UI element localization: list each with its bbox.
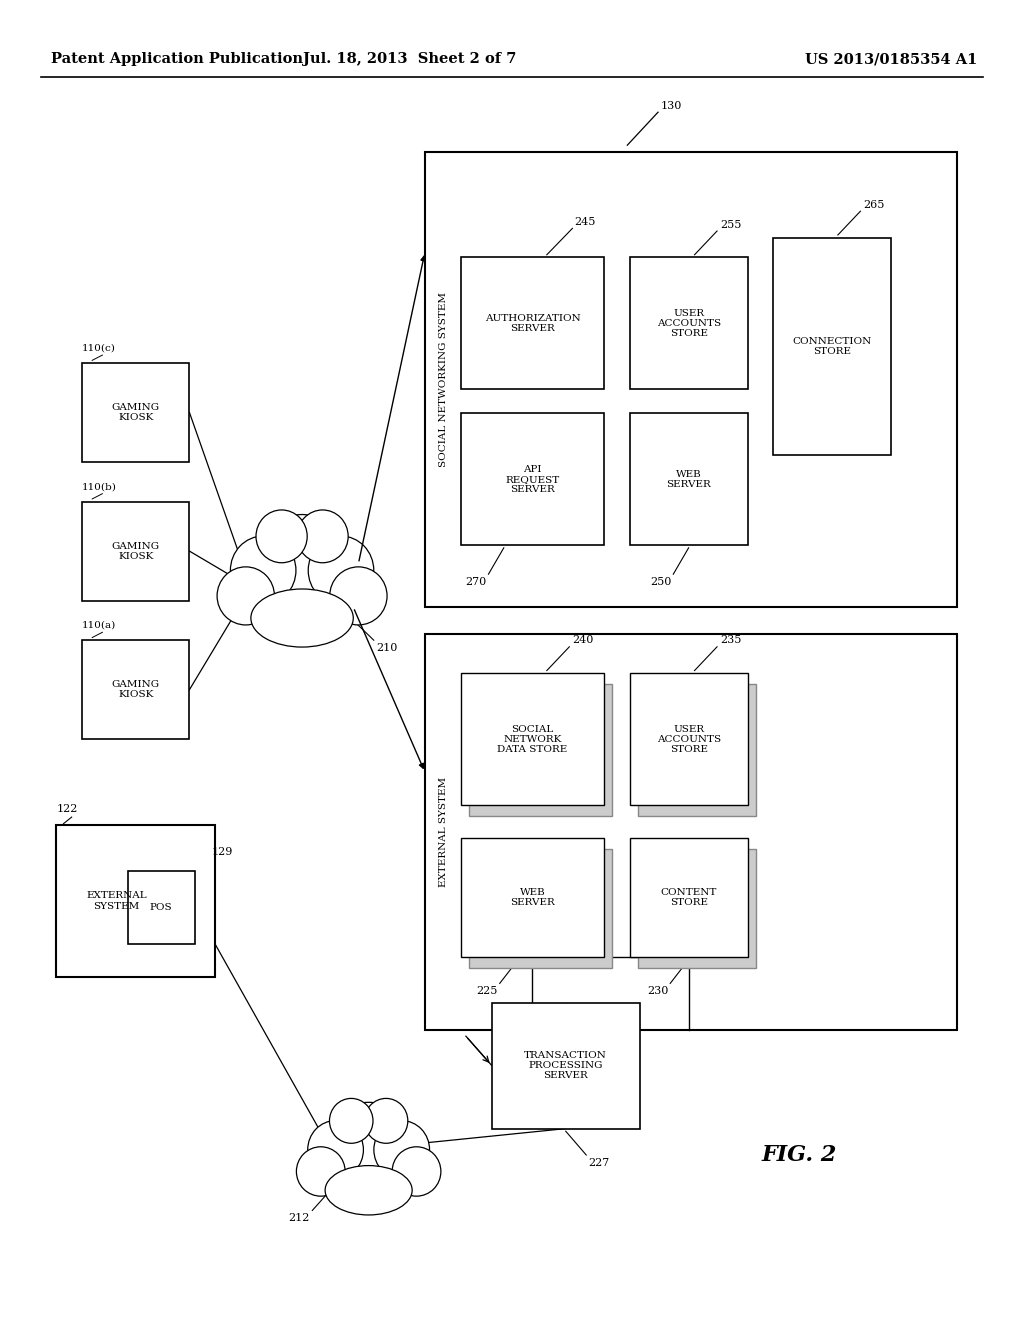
Bar bbox=[469, 684, 612, 816]
Bar bbox=[128, 871, 195, 944]
Ellipse shape bbox=[392, 1147, 441, 1196]
Ellipse shape bbox=[326, 1166, 412, 1214]
Bar bbox=[461, 413, 604, 545]
Text: 120: 120 bbox=[495, 1067, 516, 1077]
Text: 210: 210 bbox=[376, 643, 397, 653]
Bar bbox=[461, 838, 604, 957]
Bar bbox=[638, 684, 756, 816]
Text: 129: 129 bbox=[212, 846, 233, 857]
Ellipse shape bbox=[297, 510, 348, 562]
Ellipse shape bbox=[365, 1098, 408, 1143]
Bar bbox=[773, 238, 891, 455]
Text: US 2013/0185354 A1: US 2013/0185354 A1 bbox=[805, 53, 977, 66]
Ellipse shape bbox=[307, 1121, 364, 1179]
Bar bbox=[56, 825, 215, 977]
Text: API
REQUEST
SERVER: API REQUEST SERVER bbox=[506, 465, 559, 494]
Text: 212: 212 bbox=[288, 1213, 309, 1224]
Text: USER
ACCOUNTS
STORE: USER ACCOUNTS STORE bbox=[656, 725, 721, 754]
Bar bbox=[425, 152, 957, 607]
Ellipse shape bbox=[230, 536, 296, 605]
Text: TRANSACTION
PROCESSING
SERVER: TRANSACTION PROCESSING SERVER bbox=[524, 1051, 607, 1081]
Text: CONNECTION
STORE: CONNECTION STORE bbox=[793, 337, 871, 356]
Bar bbox=[492, 1003, 640, 1129]
Text: GAMING
KIOSK: GAMING KIOSK bbox=[112, 541, 160, 561]
Text: GAMING
KIOSK: GAMING KIOSK bbox=[112, 403, 160, 422]
Text: 240: 240 bbox=[572, 635, 594, 645]
Text: 255: 255 bbox=[720, 219, 741, 230]
Text: CONTENT
STORE: CONTENT STORE bbox=[660, 888, 717, 907]
Text: USER
ACCOUNTS
STORE: USER ACCOUNTS STORE bbox=[656, 309, 721, 338]
Text: 110(a): 110(a) bbox=[82, 620, 116, 630]
Bar bbox=[82, 640, 189, 739]
Bar bbox=[630, 838, 748, 957]
Bar bbox=[82, 502, 189, 601]
Text: WEB
SERVER: WEB SERVER bbox=[510, 888, 555, 907]
Text: POS: POS bbox=[150, 903, 173, 912]
Ellipse shape bbox=[261, 515, 343, 599]
Bar bbox=[469, 849, 612, 968]
Text: WEB
SERVER: WEB SERVER bbox=[667, 470, 711, 488]
Text: 225: 225 bbox=[476, 986, 498, 997]
Text: 270: 270 bbox=[465, 577, 486, 587]
Text: 110(c): 110(c) bbox=[82, 343, 116, 352]
Bar bbox=[630, 413, 748, 545]
Text: GAMING
KIOSK: GAMING KIOSK bbox=[112, 680, 160, 700]
Text: Jul. 18, 2013  Sheet 2 of 7: Jul. 18, 2013 Sheet 2 of 7 bbox=[303, 53, 516, 66]
Text: AUTHORIZATION
SERVER: AUTHORIZATION SERVER bbox=[484, 314, 581, 333]
Ellipse shape bbox=[251, 589, 353, 647]
Text: EXTERNAL
SYSTEM: EXTERNAL SYSTEM bbox=[86, 891, 147, 911]
Ellipse shape bbox=[330, 566, 387, 624]
Text: EXTERNAL SYSTEM: EXTERNAL SYSTEM bbox=[439, 776, 447, 887]
Bar bbox=[630, 673, 748, 805]
Text: 122: 122 bbox=[56, 804, 78, 814]
Ellipse shape bbox=[334, 1102, 403, 1173]
Ellipse shape bbox=[374, 1121, 430, 1179]
Text: FIG. 2: FIG. 2 bbox=[761, 1144, 837, 1166]
Ellipse shape bbox=[217, 566, 274, 624]
Text: 250: 250 bbox=[650, 577, 672, 587]
Bar bbox=[425, 634, 957, 1030]
Text: 235: 235 bbox=[720, 635, 741, 645]
Text: 227: 227 bbox=[588, 1158, 609, 1168]
Bar bbox=[638, 849, 756, 968]
Text: SOCIAL NETWORKING SYSTEM: SOCIAL NETWORKING SYSTEM bbox=[439, 292, 447, 467]
Ellipse shape bbox=[308, 536, 374, 605]
Ellipse shape bbox=[330, 1098, 373, 1143]
Text: 110(b): 110(b) bbox=[82, 482, 117, 491]
Bar bbox=[461, 257, 604, 389]
Text: Patent Application Publication: Patent Application Publication bbox=[51, 53, 303, 66]
Text: 130: 130 bbox=[662, 100, 682, 111]
Text: SOCIAL
NETWORK
DATA STORE: SOCIAL NETWORK DATA STORE bbox=[498, 725, 567, 754]
Bar bbox=[82, 363, 189, 462]
Text: 265: 265 bbox=[863, 199, 885, 210]
Text: 245: 245 bbox=[574, 216, 596, 227]
Ellipse shape bbox=[296, 1147, 345, 1196]
Ellipse shape bbox=[256, 510, 307, 562]
Text: 230: 230 bbox=[647, 986, 668, 997]
Bar bbox=[461, 673, 604, 805]
Bar bbox=[630, 257, 748, 389]
